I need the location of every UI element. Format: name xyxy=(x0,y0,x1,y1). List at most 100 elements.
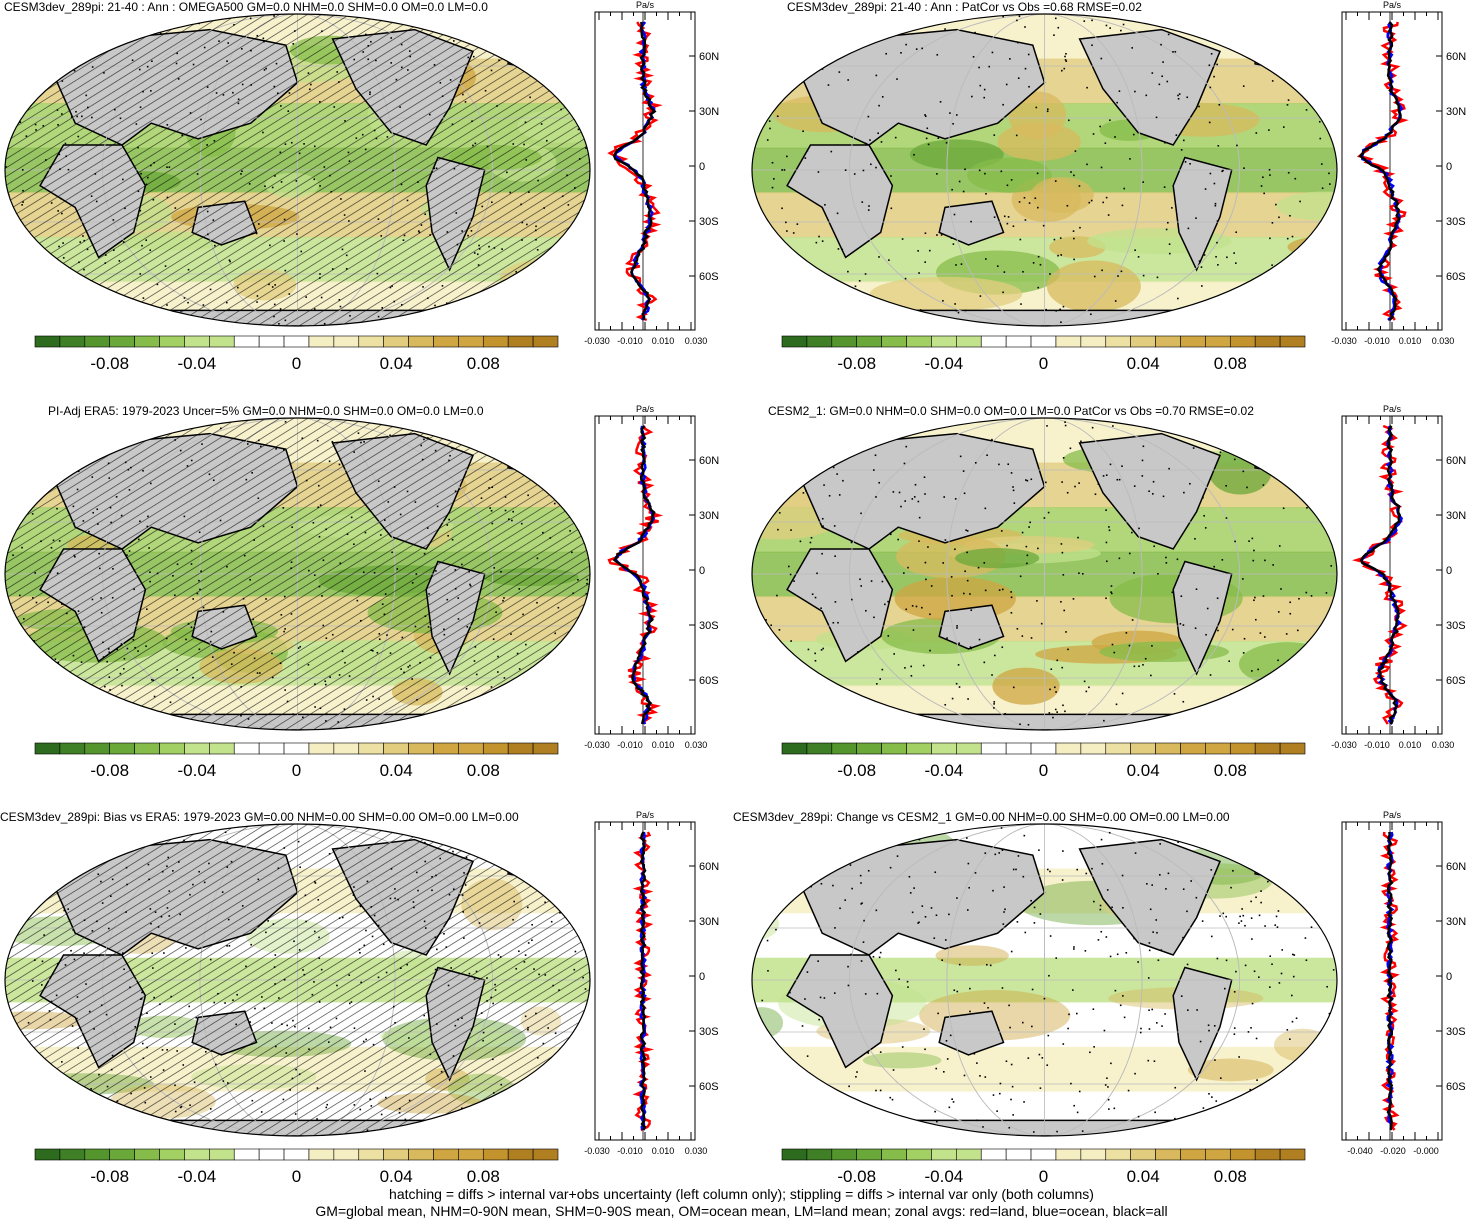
colorbar-box xyxy=(1056,336,1081,347)
colorbar-box xyxy=(135,336,160,347)
colorbar-label: 0.04 xyxy=(1127,761,1160,780)
colorbar-box xyxy=(209,336,234,347)
latitude-label: 60N xyxy=(1446,455,1466,467)
colorbar-label: 0.04 xyxy=(380,1167,413,1186)
colorbar-box xyxy=(1255,1149,1280,1160)
colorbar-box xyxy=(1081,743,1106,754)
colorbar-box xyxy=(508,743,533,754)
zonal-tick-label: 0.010 xyxy=(652,1146,675,1156)
colorbar-box xyxy=(1056,1149,1081,1160)
colorbar-box xyxy=(857,336,882,347)
colorbar-box xyxy=(85,1149,110,1160)
colorbar-box xyxy=(807,336,832,347)
colorbar-box xyxy=(384,336,409,347)
colorbar-box xyxy=(807,743,832,754)
zonal-unit-label: Pa/s xyxy=(636,404,655,414)
colorbar-box xyxy=(309,1149,334,1160)
colorbar-box xyxy=(85,743,110,754)
colorbar-box xyxy=(1131,743,1156,754)
colorbar-box xyxy=(160,743,185,754)
latitude-label: 60S xyxy=(699,675,719,687)
colorbar-label: 0.04 xyxy=(380,761,413,780)
colorbar-box xyxy=(1106,336,1131,347)
colorbar-box xyxy=(1280,336,1305,347)
colorbar-label: 0 xyxy=(1039,761,1048,780)
colorbar-box xyxy=(857,743,882,754)
latitude-label: 60S xyxy=(1446,675,1466,687)
colorbar-label: -0.04 xyxy=(925,761,964,780)
colorbar-box xyxy=(209,743,234,754)
colorbar-box xyxy=(533,336,558,347)
colorbar-box xyxy=(1205,1149,1230,1160)
colorbar-label: 0 xyxy=(292,1167,301,1186)
colorbar-label: -0.08 xyxy=(837,354,876,373)
colorbar-box xyxy=(907,1149,932,1160)
colorbar-box xyxy=(956,336,981,347)
colorbar-box xyxy=(1081,1149,1106,1160)
latitude-label: 30N xyxy=(1446,510,1466,522)
latitude-label: 0 xyxy=(1446,565,1452,577)
colorbar-label: -0.04 xyxy=(178,1167,217,1186)
colorbar-box xyxy=(907,743,932,754)
zonal-tick-label: 0.010 xyxy=(652,336,675,346)
latitude-label: 30S xyxy=(1446,216,1466,228)
colorbar-box xyxy=(832,336,857,347)
colorbar-box xyxy=(931,743,956,754)
colorbar-box xyxy=(184,1149,209,1160)
colorbar-label: -0.08 xyxy=(90,354,129,373)
latitude-label: 30S xyxy=(699,216,719,228)
zonal-tick-label: -0.030 xyxy=(584,1146,610,1156)
colorbar-box xyxy=(508,336,533,347)
colorbar-box xyxy=(409,743,434,754)
colorbar-label: -0.08 xyxy=(90,761,129,780)
colorbar-box xyxy=(832,1149,857,1160)
colorbar-box xyxy=(309,743,334,754)
colorbar-box xyxy=(184,743,209,754)
colorbar-box xyxy=(284,336,309,347)
zonal-all-curve xyxy=(614,22,654,320)
colorbar-box xyxy=(782,743,807,754)
colorbar-box xyxy=(85,336,110,347)
latitude-label: 30S xyxy=(1446,1026,1466,1038)
colorbar-box xyxy=(981,743,1006,754)
colorbar-box xyxy=(1131,336,1156,347)
latitude-label: 30S xyxy=(1446,620,1466,632)
colorbar-box xyxy=(882,1149,907,1160)
zonal-tick-label: -0.010 xyxy=(1364,336,1390,346)
colorbar-box xyxy=(1006,743,1031,754)
colorbar-box xyxy=(1106,743,1131,754)
colorbar-box xyxy=(458,1149,483,1160)
colorbar-box xyxy=(483,336,508,347)
colorbar-label: 0 xyxy=(292,354,301,373)
colorbar-label: -0.08 xyxy=(837,761,876,780)
colorbar-box xyxy=(433,743,458,754)
latitude-label: 30S xyxy=(699,1026,719,1038)
colorbar-box xyxy=(259,336,284,347)
colorbar-label: 0.08 xyxy=(1214,354,1247,373)
colorbar-label: 0 xyxy=(1039,354,1048,373)
colorbar-box xyxy=(1230,336,1255,347)
zonal-unit-label: Pa/s xyxy=(1383,404,1402,414)
colorbar-box xyxy=(882,336,907,347)
latitude-label: 60N xyxy=(699,455,719,467)
colorbar-label: 0 xyxy=(1039,1167,1048,1186)
colorbar-box xyxy=(259,1149,284,1160)
zonal-tick-label: 0.030 xyxy=(1432,740,1455,750)
colorbar-label: -0.04 xyxy=(925,354,964,373)
colorbar-box xyxy=(60,743,85,754)
latitude-label: 60S xyxy=(699,1081,719,1093)
colorbar-box xyxy=(1230,1149,1255,1160)
colorbar-box xyxy=(1180,336,1205,347)
colorbar-box xyxy=(458,336,483,347)
colorbar-box xyxy=(807,1149,832,1160)
colorbar-box xyxy=(359,743,384,754)
colorbar-box xyxy=(857,1149,882,1160)
colorbar-box xyxy=(160,1149,185,1160)
latitude-label: 60N xyxy=(1446,861,1466,873)
zonal-unit-label: Pa/s xyxy=(636,0,655,10)
